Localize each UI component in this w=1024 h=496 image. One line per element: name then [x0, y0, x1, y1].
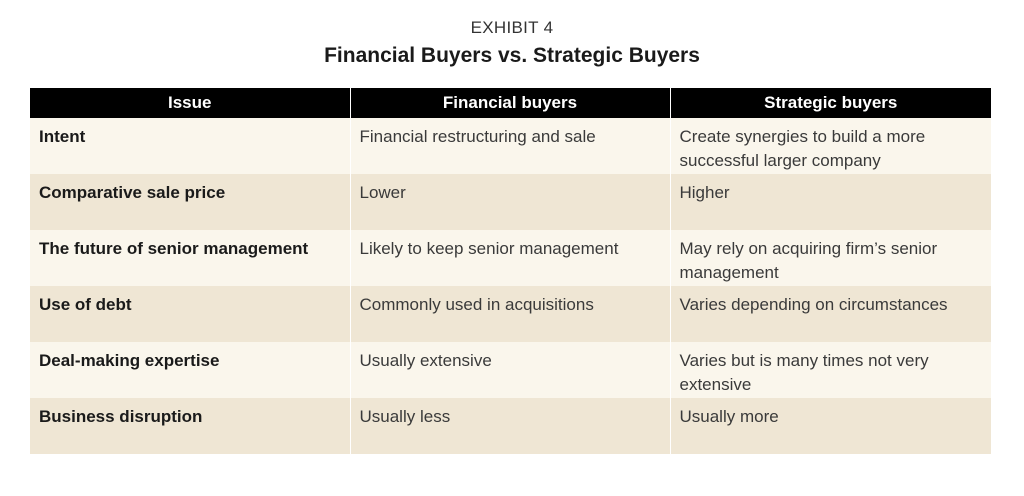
financial-cell: Commonly used in acquisitions: [350, 286, 671, 342]
financial-cell: Usually less: [350, 398, 671, 454]
header-financial-buyers: Financial buyers: [350, 88, 671, 118]
issue-cell: The future of senior management: [30, 230, 351, 286]
table-row: Use of debt Commonly used in acquisition…: [30, 286, 991, 342]
exhibit-label: EXHIBIT 4: [470, 18, 554, 37]
strategic-cell: Usually more: [670, 398, 991, 454]
table-row: Deal-making expertise Usually extensive …: [30, 342, 991, 398]
strategic-cell: Create synergies to build a more success…: [670, 118, 991, 174]
table-row: The future of senior management Likely t…: [30, 230, 991, 286]
issue-cell: Use of debt: [30, 286, 351, 342]
strategic-cell: Varies but is many times not very extens…: [670, 342, 991, 398]
financial-cell: Lower: [350, 174, 671, 230]
issue-cell: Deal-making expertise: [30, 342, 351, 398]
issue-cell: Intent: [30, 118, 351, 174]
financial-cell: Usually extensive: [350, 342, 671, 398]
table-row: Intent Financial restructuring and sale …: [30, 118, 991, 174]
issue-cell: Business disruption: [30, 398, 351, 454]
issue-cell: Comparative sale price: [30, 174, 351, 230]
strategic-cell: Higher: [670, 174, 991, 230]
header-issue: Issue: [30, 88, 351, 118]
financial-cell: Likely to keep senior management: [350, 230, 671, 286]
header-strategic-buyers: Strategic buyers: [670, 88, 991, 118]
page-title: Financial Buyers vs. Strategic Buyers: [324, 44, 700, 67]
strategic-cell: May rely on acquiring firm’s senior mana…: [670, 230, 991, 286]
table-row: Comparative sale price Lower Higher: [30, 174, 991, 230]
financial-cell: Financial restructuring and sale: [350, 118, 671, 174]
table-row: Business disruption Usually less Usually…: [30, 398, 991, 454]
table-header-row: Issue Financial buyers Strategic buyers: [30, 88, 991, 118]
comparison-table: Issue Financial buyers Strategic buyers …: [30, 88, 991, 454]
strategic-cell: Varies depending on circumstances: [670, 286, 991, 342]
